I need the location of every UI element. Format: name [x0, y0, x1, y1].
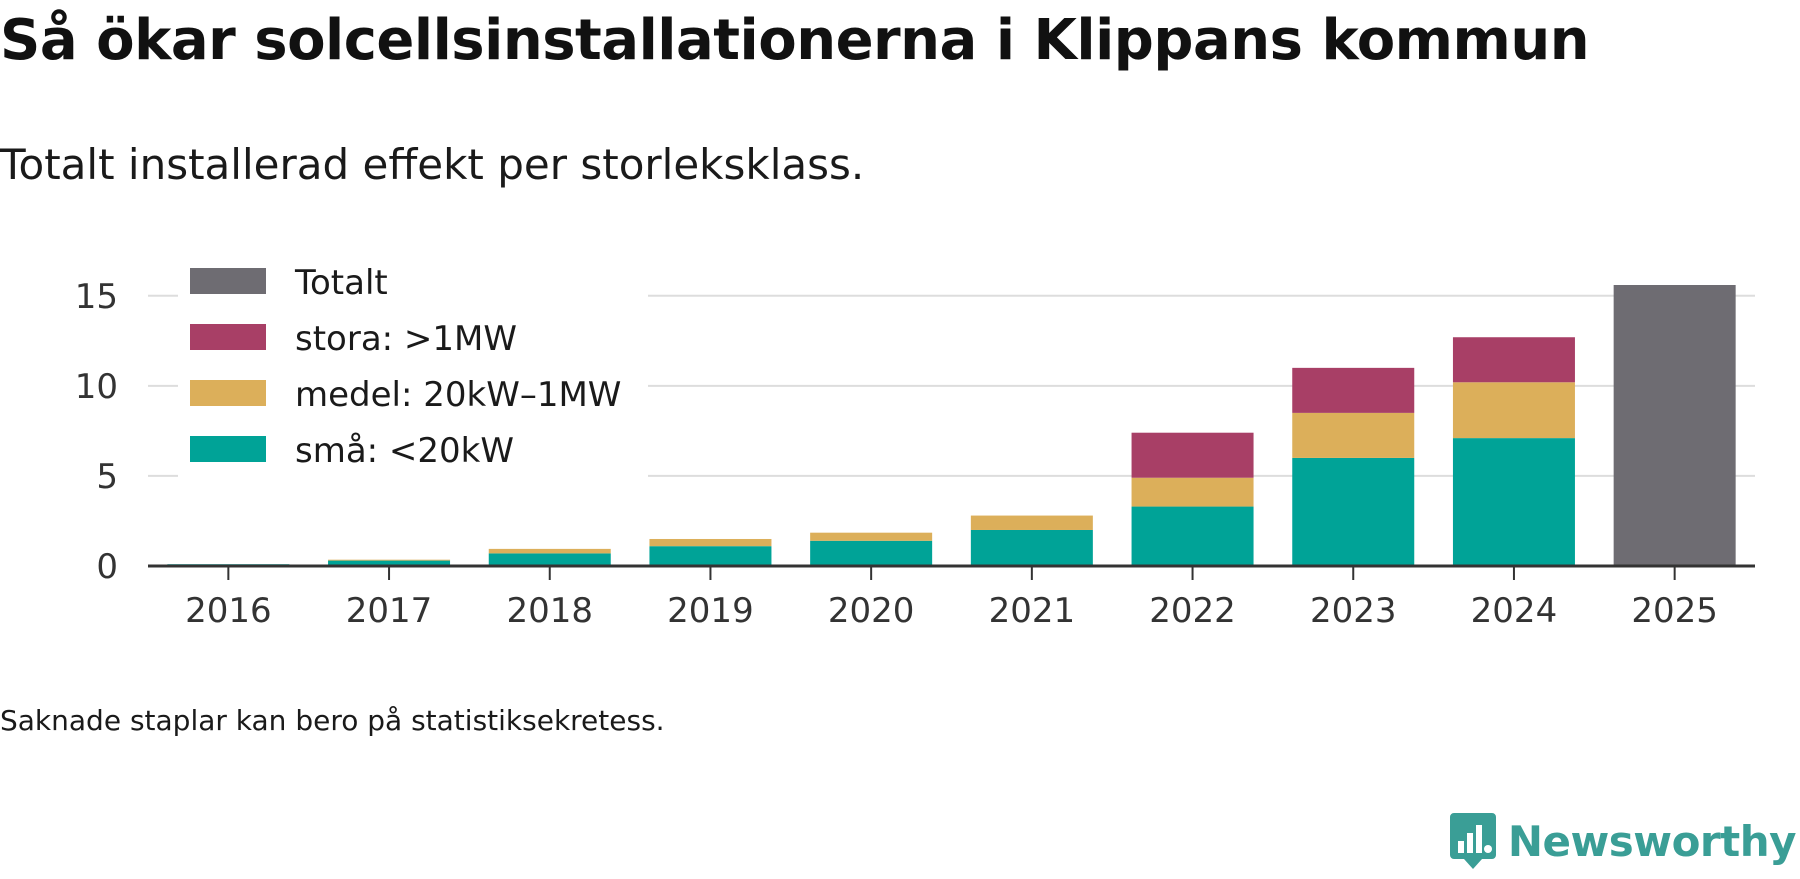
axes: 0 5 10 15 2016 2017 2018 2019 2020 2021 2022 2023 20…: [75, 277, 1755, 631]
bar-2021-series-0: [970, 529, 1093, 566]
x-tick-label-2017: 2017: [346, 591, 433, 631]
x-tick-label-2018: 2018: [506, 591, 593, 631]
legend-swatch-3: [190, 436, 266, 462]
bars: [167, 285, 1736, 566]
bar-2019-series-1: [649, 538, 772, 547]
bar-2019-series-0: [649, 546, 772, 566]
bar-2020-series-0: [810, 540, 933, 566]
bar-2024-series-2: [1452, 337, 1575, 383]
bar-2023-series-1: [1292, 412, 1415, 458]
bar-2022-series-1: [1131, 477, 1254, 507]
bar-2017-series-1: [328, 559, 451, 561]
y-tick-label-5: 5: [96, 457, 118, 497]
bar-2023-series-0: [1292, 457, 1415, 566]
y-tick-label-0: 0: [96, 547, 118, 587]
legend-label-1: stora: >1MW: [295, 319, 517, 359]
bar-2025-series-3: [1613, 285, 1736, 566]
bar-2017-series-0: [328, 560, 451, 566]
legend: Totalt stora: >1MW medel: 20kW–1MW små: <20…: [178, 254, 648, 482]
x-tick-label-2023: 2023: [1310, 591, 1397, 631]
legend-label-0: Totalt: [294, 263, 388, 303]
newsworthy-logo-icon: [1449, 813, 1496, 869]
x-tick-label-2021: 2021: [989, 591, 1076, 631]
bar-2020-series-1: [810, 532, 933, 541]
logo-bar-2: [1466, 833, 1473, 853]
y-tick-label-10: 10: [75, 367, 118, 407]
bar-2023-series-2: [1292, 367, 1415, 413]
legend-swatch-1: [190, 324, 266, 350]
legend-label-2: medel: 20kW–1MW: [295, 375, 621, 415]
legend-label-3: små: <20kW: [295, 431, 514, 471]
stacked-bar-chart: 0 5 10 15 2016 2017 2018 2019 2020 2021 2022 2023 20…: [75, 254, 1755, 631]
x-tick-label-2016: 2016: [185, 591, 272, 631]
bar-2021-series-1: [970, 515, 1093, 530]
bar-2024-series-0: [1452, 438, 1575, 566]
logo-bar-3: [1475, 825, 1482, 853]
x-tick-label-2019: 2019: [667, 591, 754, 631]
x-tick-label-2024: 2024: [1471, 591, 1558, 631]
logo-dot: [1483, 845, 1492, 853]
newsworthy-logo-text: Newsworthy: [1507, 816, 1797, 866]
bar-2022-series-0: [1131, 506, 1254, 566]
x-tick-label-2020: 2020: [828, 591, 915, 631]
x-tick-label-2025: 2025: [1631, 591, 1718, 631]
newsworthy-logo[interactable]: Newsworthy: [1448, 809, 1797, 873]
chart-subtitle: Totalt installerad effekt per storlekskl…: [0, 140, 865, 189]
bar-2022-series-2: [1131, 432, 1254, 478]
bar-2018-series-1: [488, 548, 611, 554]
chart-title: Så ökar solcellsinstallationerna i Klipp…: [0, 8, 1590, 73]
x-tick-label-2022: 2022: [1149, 591, 1236, 631]
bar-2018-series-0: [488, 553, 611, 566]
bar-2024-series-1: [1452, 382, 1575, 439]
footnote: Saknade staplar kan bero på statistiksek…: [0, 704, 665, 737]
legend-swatch-2: [190, 380, 266, 406]
legend-swatch-0: [190, 268, 266, 294]
y-tick-label-15: 15: [75, 277, 118, 317]
logo-bar-1: [1457, 841, 1464, 853]
